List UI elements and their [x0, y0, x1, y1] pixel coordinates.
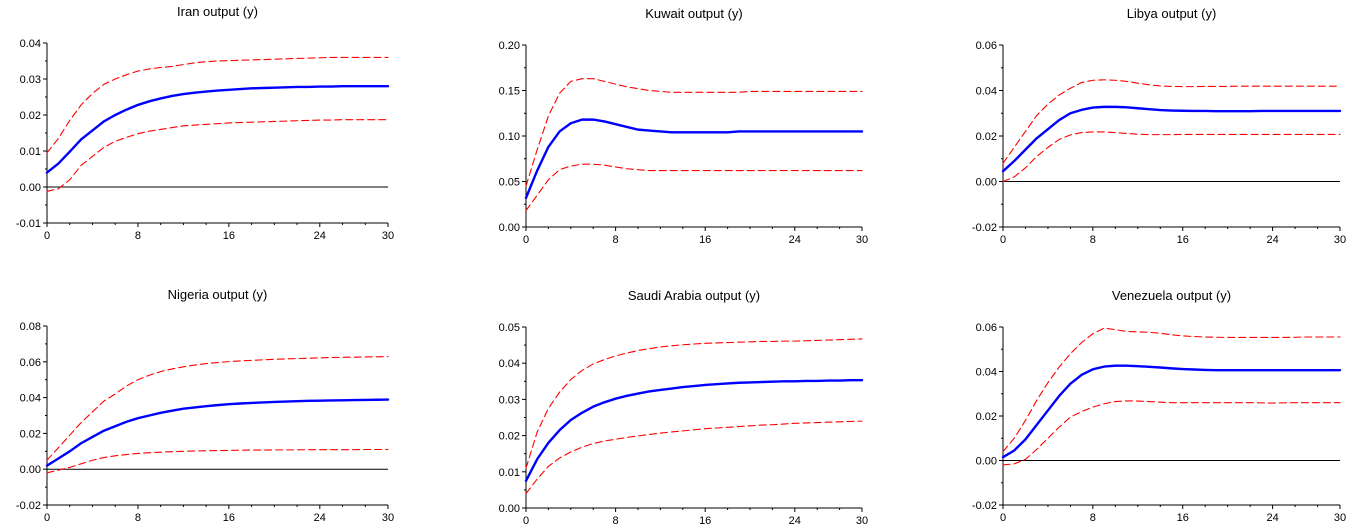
y-tick-label: 0.03 — [499, 394, 520, 406]
panel-libya-output: Libya output (y) -0.02 0.00 0.02 0.04 0.06 0 8 1… — [972, 6, 1346, 246]
panel-kuwait-output: Kuwait output (y) 0.00 0.05 0.10 0.15 0.20 0 8 1… — [499, 6, 869, 246]
y-tick-label: 0.05 — [499, 177, 520, 189]
response-line — [1001, 105, 1342, 173]
x-tick-label: 8 — [135, 230, 141, 242]
response-line — [45, 398, 390, 467]
y-tick-label: 0.02 — [976, 131, 997, 143]
response-line — [1001, 364, 1342, 459]
y-tick-label: 0.02 — [976, 411, 997, 423]
panel-title: Saudi Arabia output (y) — [628, 288, 760, 303]
x-tick-label: 0 — [1000, 512, 1006, 524]
x-tick-label: 0 — [523, 234, 529, 246]
upper-band-line — [46, 356, 389, 461]
panel-saudi-arabia-output: Saudi Arabia output (y) 0.00 0.01 0.02 0.03 0… — [499, 288, 869, 527]
y-tick-label: -0.01 — [16, 218, 41, 230]
upper-band-line — [1002, 327, 1341, 453]
x-tick-label: 16 — [699, 515, 711, 527]
y-tick-label: -0.02 — [972, 222, 997, 234]
upper-band-line — [1002, 79, 1341, 164]
x-tick-label: 8 — [613, 234, 619, 246]
y-tick-label: 0.08 — [20, 321, 41, 333]
x-tick-label: 30 — [856, 515, 868, 527]
x-tick-label: 24 — [789, 515, 801, 527]
x-tick-label: 16 — [223, 512, 235, 524]
y-tick-label: 0.06 — [976, 40, 997, 52]
x-tick-label: 30 — [382, 230, 394, 242]
panel-title: Kuwait output (y) — [645, 6, 743, 21]
x-tick-label: 24 — [1266, 512, 1278, 524]
lower-band-line — [46, 119, 389, 192]
y-tick-label: 0.04 — [976, 86, 997, 98]
y-tick-label: 0.04 — [20, 38, 41, 50]
lower-band-line — [1002, 400, 1341, 466]
x-tick-label: 24 — [314, 230, 326, 242]
x-tick-label: 0 — [1000, 234, 1006, 246]
x-tick-label: 0 — [523, 515, 529, 527]
panel-nigeria-output: Nigeria output (y) -0.02 0.00 0.02 0.04 0.06 0… — [16, 287, 394, 524]
x-tick-label: 8 — [1090, 512, 1096, 524]
y-tick-label: 0.05 — [499, 322, 520, 334]
x-tick-label: 16 — [699, 234, 711, 246]
y-tick-label: 0.02 — [499, 431, 520, 443]
y-tick-label: 0.00 — [976, 177, 997, 189]
y-tick-label: 0.06 — [20, 357, 41, 369]
lower-band-line — [525, 163, 863, 212]
upper-band-line — [525, 338, 863, 469]
panel-title: Venezuela output (y) — [1112, 288, 1231, 303]
panel-title: Libya output (y) — [1127, 6, 1217, 21]
panel-venezuela-output: Venezuela output (y) -0.02 0.00 0.02 0.04 0.0… — [972, 288, 1346, 524]
y-tick-label: 0.01 — [20, 146, 41, 158]
panel-title: Nigeria output (y) — [168, 287, 268, 302]
response-line — [45, 84, 390, 174]
x-tick-label: 24 — [314, 512, 326, 524]
x-tick-label: 8 — [613, 515, 619, 527]
lower-band-line — [525, 420, 863, 495]
x-tick-label: 16 — [223, 230, 235, 242]
lower-band-line — [46, 448, 389, 474]
x-tick-label: 8 — [1090, 234, 1096, 246]
y-tick-label: -0.02 — [972, 500, 997, 512]
y-tick-label: 0.00 — [499, 503, 520, 515]
y-tick-label: 0.15 — [499, 86, 520, 98]
x-tick-label: 8 — [135, 512, 141, 524]
upper-band-line — [46, 56, 389, 154]
y-tick-label: 0.06 — [976, 322, 997, 334]
response-line — [524, 118, 864, 200]
y-tick-label: 0.00 — [20, 464, 41, 476]
x-tick-label: 30 — [1334, 234, 1346, 246]
y-tick-label: 0.04 — [20, 393, 41, 405]
x-tick-label: 30 — [856, 234, 868, 246]
y-tick-label: 0.00 — [976, 456, 997, 468]
panel-title: Iran output (y) — [177, 4, 258, 19]
x-tick-label: 16 — [1177, 234, 1189, 246]
x-tick-label: 24 — [1266, 234, 1278, 246]
y-tick-label: 0.00 — [20, 182, 41, 194]
x-tick-label: 16 — [1177, 512, 1189, 524]
y-tick-label: -0.02 — [16, 500, 41, 512]
response-line — [524, 379, 864, 483]
x-tick-label: 0 — [44, 512, 50, 524]
y-tick-label: 0.02 — [20, 110, 41, 122]
upper-band-line — [525, 78, 863, 187]
y-tick-label: 0.04 — [976, 367, 997, 379]
x-tick-label: 0 — [44, 230, 50, 242]
y-tick-label: 0.02 — [20, 428, 41, 440]
y-tick-label: 0.03 — [20, 74, 41, 86]
y-tick-label: 0.04 — [499, 358, 520, 370]
x-tick-label: 30 — [1334, 512, 1346, 524]
lower-band-line — [1002, 131, 1341, 183]
y-tick-label: 0.10 — [499, 131, 520, 143]
x-tick-label: 24 — [789, 234, 801, 246]
y-tick-label: 0.01 — [499, 467, 520, 479]
y-tick-label: 0.20 — [499, 40, 520, 52]
panel-iran-output: Iran output (y) -0.01 0.00 0.01 0.02 0.03 0.04… — [16, 4, 394, 242]
y-tick-label: 0.00 — [499, 222, 520, 234]
x-tick-label: 30 — [382, 512, 394, 524]
